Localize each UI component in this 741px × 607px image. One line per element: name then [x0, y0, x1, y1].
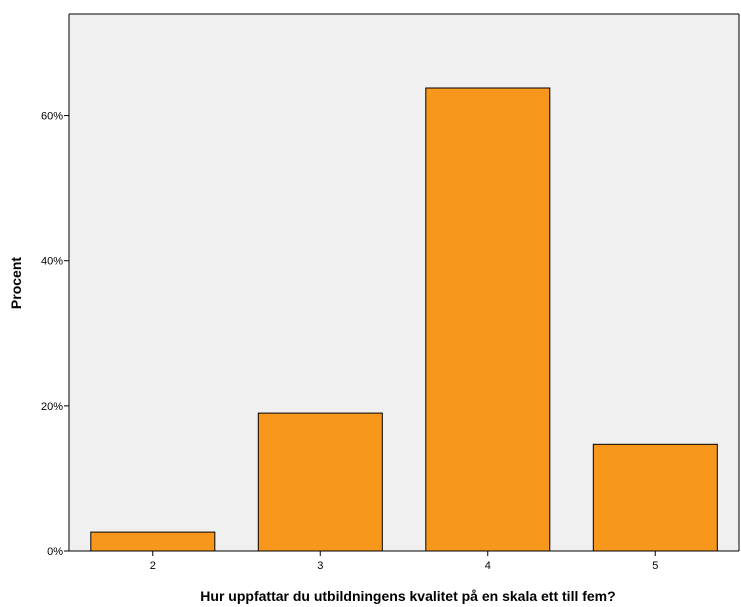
- x-axis-title: Hur uppfattar du utbildningens kvalitet …: [200, 588, 615, 604]
- x-tick-label-2: 2: [150, 560, 156, 572]
- y-tick-label-40: 40%: [41, 256, 63, 268]
- x-tick-label-4: 4: [485, 560, 491, 572]
- y-axis-title: Procent: [8, 257, 24, 309]
- y-tick-label-60: 60%: [41, 111, 63, 123]
- x-tick-label-3: 3: [317, 560, 323, 572]
- bar-2: [90, 531, 216, 552]
- bar-3: [257, 412, 383, 552]
- bar-4: [425, 87, 551, 552]
- x-axis-ticks: 2 3 4 5: [150, 551, 658, 572]
- y-tick-label-0: 0%: [47, 546, 63, 558]
- y-tick-label-20: 20%: [41, 401, 63, 413]
- y-axis-ticks: 0% 20% 40% 60%: [41, 111, 69, 558]
- bar-5: [592, 443, 718, 552]
- bars-group: [90, 87, 718, 552]
- x-tick-label-5: 5: [652, 560, 658, 572]
